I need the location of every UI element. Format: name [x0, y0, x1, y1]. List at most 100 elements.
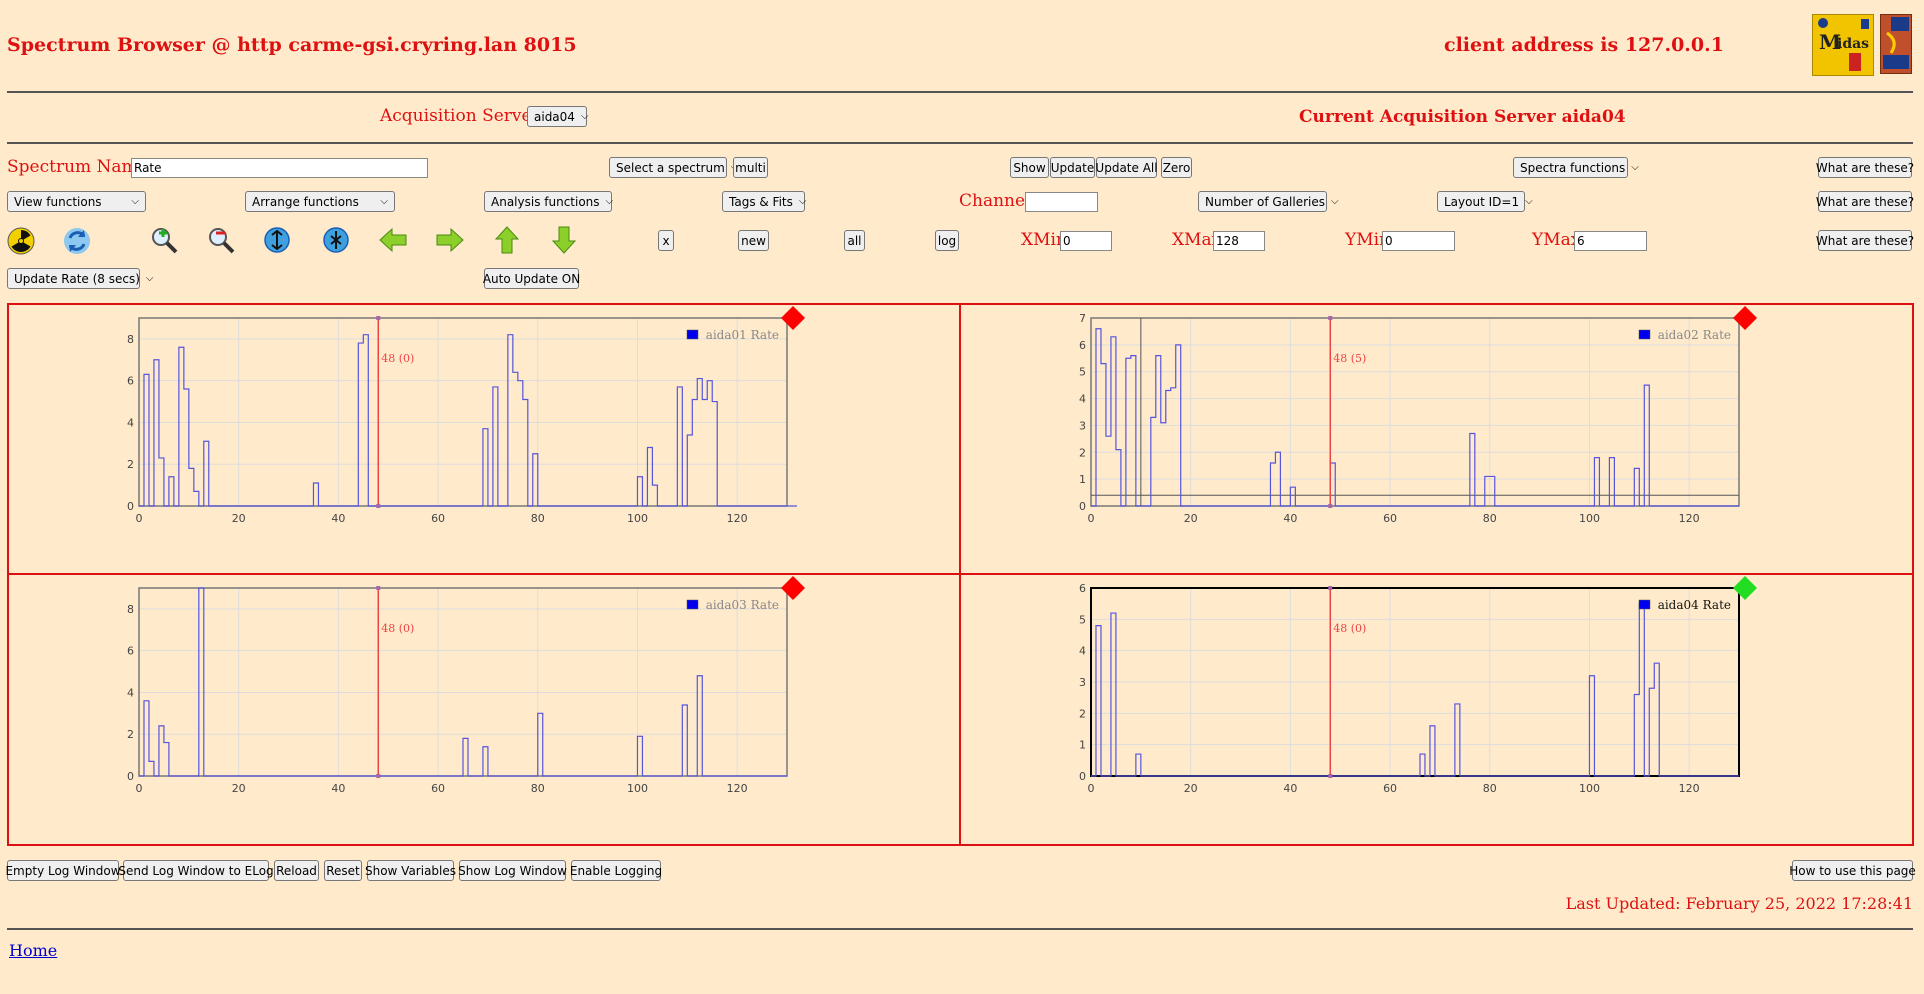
analysis-functions-dropdown[interactable]: Analysis functions ⌵: [484, 191, 613, 212]
home-link[interactable]: Home: [9, 941, 58, 960]
x-tick-label: 0: [1088, 782, 1095, 795]
auto-update-button[interactable]: Auto Update ON: [483, 268, 580, 289]
acquisition-server-select[interactable]: aida04 ⌵: [527, 106, 589, 127]
ymin-label: YMin: [1345, 230, 1391, 250]
multi-button[interactable]: multi: [733, 157, 768, 178]
what-are-these-button-2[interactable]: What are these?: [1816, 191, 1914, 212]
all-button[interactable]: all: [844, 230, 865, 251]
header-divider: [7, 91, 1913, 93]
what-are-these-button-1[interactable]: What are these?: [1816, 157, 1914, 178]
y-tick-label: 0: [127, 500, 134, 513]
cursor-handle-top: [376, 586, 381, 590]
x-tick-label: 40: [331, 512, 345, 525]
midas-logo: M idas: [1812, 14, 1874, 76]
status-marker-green: [1733, 576, 1757, 600]
y-tick-label: 6: [1079, 339, 1086, 352]
x-tick-label: 20: [1184, 782, 1198, 795]
chart-panel-aida01[interactable]: 0 20 40 60 80 100 120 0 2 4 6 8 48 (0) aida01 Rate: [7, 303, 961, 575]
acquisition-servers-label: Acquisition Servers: [380, 106, 549, 126]
y-tick-label: 8: [127, 333, 134, 346]
cursor-handle-top: [1328, 316, 1333, 320]
y-tick-label: 0: [1079, 500, 1086, 513]
x-tick-label: 20: [232, 512, 246, 525]
x-tick-label: 100: [1579, 782, 1600, 795]
view-functions-dropdown[interactable]: View functions ⌵: [7, 191, 146, 212]
client-address: client address is 127.0.0.1: [1444, 34, 1724, 56]
plot-frame: [138, 317, 788, 507]
xmax-input[interactable]: 128: [1213, 231, 1265, 251]
what-are-these-button-3[interactable]: What are these?: [1816, 230, 1914, 251]
how-to-use-button[interactable]: How to use this page: [1789, 860, 1916, 881]
x-tick-label: 120: [727, 512, 748, 525]
chart-panel-aida02[interactable]: 0 20 40 60 80 100 120 0 1 2 3 4 5 6 7 48 (5) aida02 Rate: [959, 303, 1914, 575]
compress-y-icon[interactable]: [321, 225, 351, 255]
spectrum-chart-aida01[interactable]: 0 20 40 60 80 100 120 0 2 4 6 8 48 (0) aida01 Rate: [9, 305, 959, 573]
select-spectrum-dropdown[interactable]: Select a spectrum⌵: [609, 157, 738, 178]
arrow-left-icon[interactable]: [378, 225, 408, 255]
y-tick-label: 4: [127, 416, 134, 429]
arrow-up-icon[interactable]: [492, 225, 522, 255]
x-tick-label: 80: [1483, 512, 1497, 525]
arrow-down-icon[interactable]: [549, 225, 579, 255]
spectra-functions-dropdown[interactable]: Spectra functions ⌵: [1513, 157, 1639, 178]
tags-fits-dropdown[interactable]: Tags & Fits ⌵: [722, 191, 806, 212]
spectrum-series: [139, 334, 797, 507]
spectrum-chart-aida03[interactable]: 0 20 40 60 80 100 120 0 2 4 6 8 48 (0) aida03 Rate: [9, 575, 959, 844]
y-tick-label: 4: [127, 686, 134, 699]
xmin-input[interactable]: 0: [1060, 231, 1112, 251]
cursor-handle-bottom: [376, 774, 381, 778]
update-all-button[interactable]: Update All: [1095, 157, 1158, 178]
new-button[interactable]: new: [738, 230, 769, 251]
status-marker-red: [1733, 306, 1757, 330]
chart-panel-aida04[interactable]: 0 20 40 60 80 100 120 0 1 2 3 4 5 6 48 (0) aida04 Rate: [959, 573, 1914, 846]
legend-label: aida03 Rate: [706, 598, 779, 612]
spectrum-chart-aida04[interactable]: 0 20 40 60 80 100 120 0 1 2 3 4 5 6 48 (0) aida04 Rate: [961, 575, 1912, 844]
x-button[interactable]: x: [658, 230, 674, 251]
x-tick-label: 60: [1383, 512, 1397, 525]
ymax-input[interactable]: 6: [1574, 231, 1647, 251]
x-tick-label: 120: [1679, 782, 1700, 795]
spectrum-chart-aida02[interactable]: 0 20 40 60 80 100 120 0 1 2 3 4 5 6 7 48 (5) aida02 Rate: [961, 305, 1912, 573]
arrow-right-icon[interactable]: [435, 225, 465, 255]
chart-panel-aida03[interactable]: 0 20 40 60 80 100 120 0 2 4 6 8 48 (0) aida03 Rate: [7, 573, 961, 846]
x-tick-label: 0: [136, 512, 143, 525]
zero-button[interactable]: Zero: [1161, 157, 1192, 178]
ymin-input[interactable]: 0: [1382, 231, 1455, 251]
x-tick-label: 0: [1088, 512, 1095, 525]
radiation-icon[interactable]: [6, 226, 36, 256]
reload-button[interactable]: Reload: [274, 860, 319, 881]
show-variables-button[interactable]: Show Variables: [365, 860, 456, 881]
y-tick-label: 5: [1079, 366, 1086, 379]
channel-input[interactable]: [1025, 192, 1098, 212]
y-tick-label: 3: [1079, 419, 1086, 432]
refresh-icon[interactable]: [62, 226, 92, 256]
show-log-window-button[interactable]: Show Log Window: [458, 860, 567, 881]
y-tick-label: 6: [127, 645, 134, 658]
zoom-in-icon[interactable]: [149, 225, 179, 255]
spectrum-name-input[interactable]: Rate: [131, 158, 428, 178]
expand-y-icon[interactable]: [262, 225, 292, 255]
reset-button[interactable]: Reset: [324, 860, 362, 881]
update-rate-dropdown[interactable]: Update Rate (8 secs) ⌵: [7, 268, 154, 289]
send-log-to-elog-button[interactable]: Send Log Window to ELog: [118, 860, 274, 881]
footer-divider: [7, 928, 1913, 930]
log-button[interactable]: log: [935, 230, 959, 251]
layout-id-dropdown[interactable]: Layout ID=1 ⌵: [1437, 191, 1533, 212]
current-acquisition-server: Current Acquisition Server aida04: [1299, 107, 1626, 127]
xmax-label: XMax: [1172, 230, 1222, 250]
x-tick-label: 0: [136, 782, 143, 795]
arrange-functions-dropdown[interactable]: Arrange functions ⌵: [245, 191, 395, 212]
enable-logging-button[interactable]: Enable Logging: [570, 860, 662, 881]
x-tick-label: 60: [1383, 782, 1397, 795]
ymax-label: YMax: [1532, 230, 1581, 250]
number-of-galleries-dropdown[interactable]: Number of Galleries ⌵: [1198, 191, 1339, 212]
legend-label: aida01 Rate: [706, 328, 779, 342]
y-tick-label: 2: [127, 458, 134, 471]
show-button[interactable]: Show: [1010, 157, 1049, 178]
empty-log-window-button[interactable]: Empty Log Window: [5, 860, 121, 881]
legend-label: aida02 Rate: [1658, 328, 1731, 342]
update-button[interactable]: Update: [1050, 157, 1095, 178]
tcl-logo: [1880, 14, 1912, 74]
legend-swatch: [1638, 599, 1651, 610]
zoom-out-icon[interactable]: [206, 225, 236, 255]
